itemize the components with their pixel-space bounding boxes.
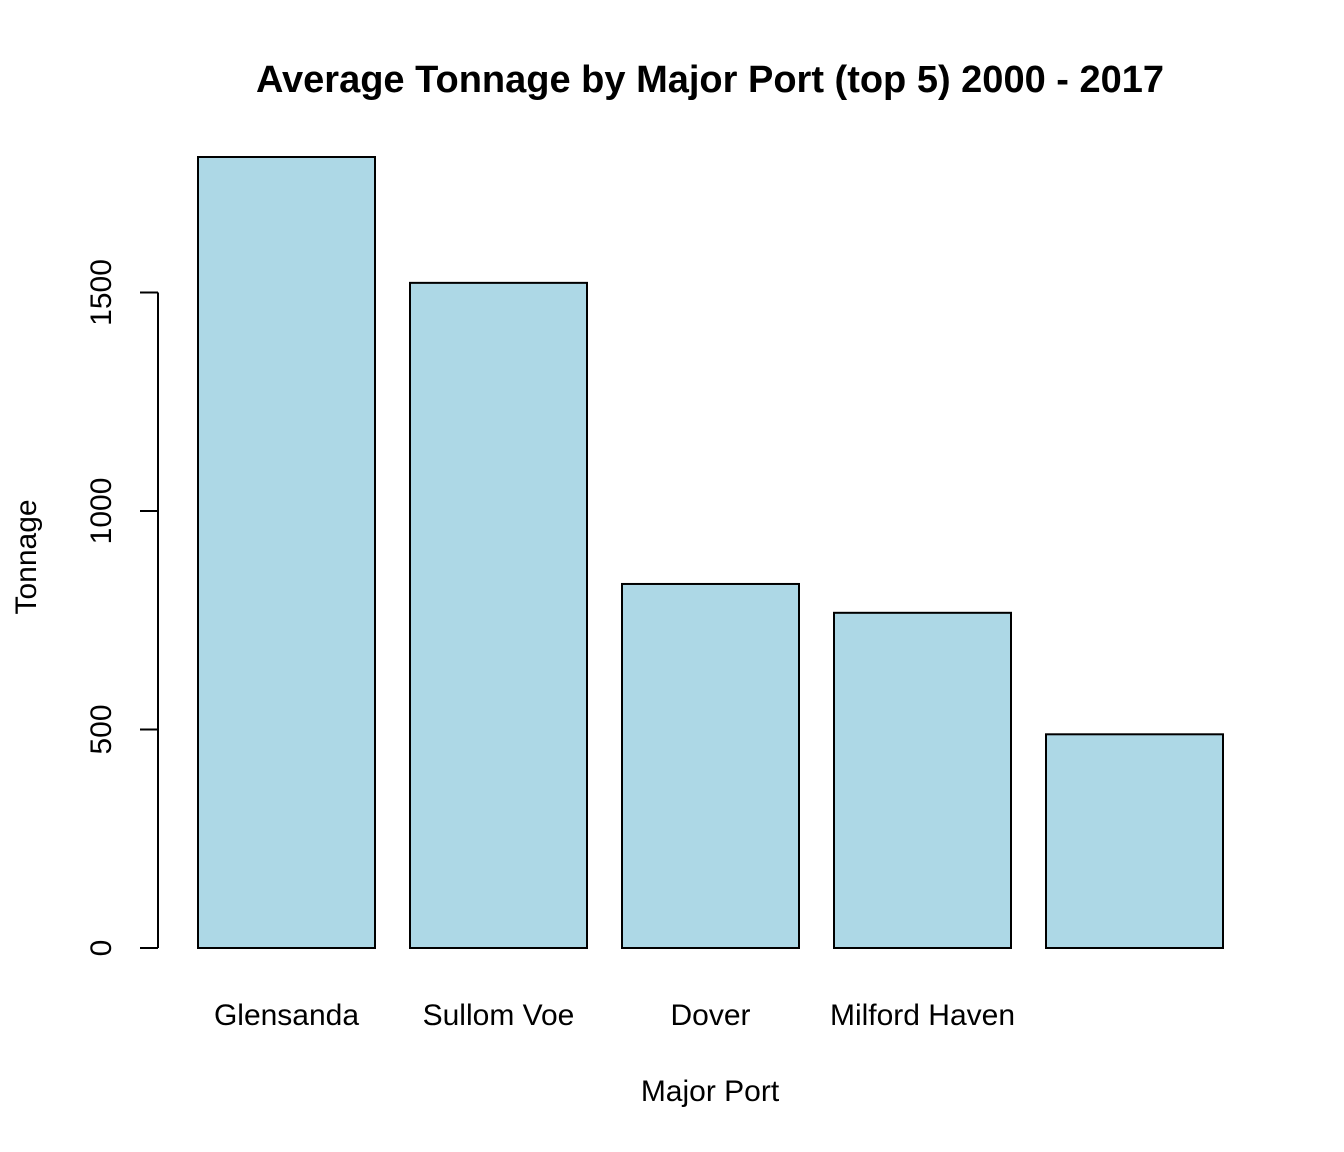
x-axis-label: Major Port	[641, 1075, 780, 1108]
bar	[409, 281, 588, 949]
y-axis-label: Tonnage	[10, 499, 43, 614]
bars-group	[197, 156, 1224, 950]
bar	[1045, 733, 1224, 949]
y-tick-label: 1500	[85, 259, 118, 326]
y-axis: 0 500 1000 1500	[85, 259, 159, 957]
bar	[197, 156, 376, 949]
x-tick-label: Dover	[670, 999, 750, 1032]
bar	[833, 611, 1012, 949]
bar	[621, 582, 800, 950]
chart-title: Average Tonnage by Major Port (top 5) 20…	[256, 59, 1164, 101]
y-tick-label: 1000	[85, 478, 118, 545]
x-tick-label: Milford Haven	[830, 999, 1015, 1032]
y-tick-label: 0	[85, 940, 118, 957]
y-tick-label: 500	[85, 704, 118, 754]
x-tick-labels: Glensanda Sullom Voe Dover Milford Haven	[214, 999, 1015, 1032]
x-tick-label: Sullom Voe	[423, 999, 575, 1032]
x-tick-label: Glensanda	[214, 999, 359, 1032]
